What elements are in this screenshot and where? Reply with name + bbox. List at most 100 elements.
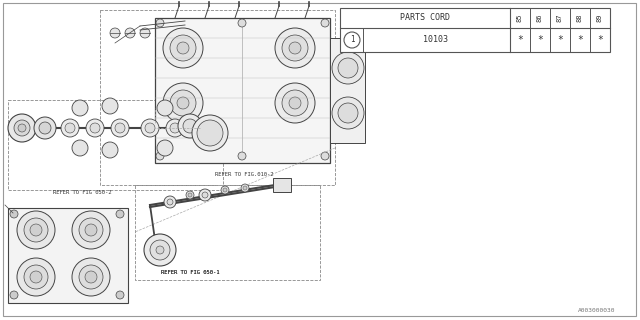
Circle shape xyxy=(17,211,55,249)
Circle shape xyxy=(321,152,329,160)
Circle shape xyxy=(191,119,209,137)
Circle shape xyxy=(289,42,301,54)
Circle shape xyxy=(150,240,170,260)
Circle shape xyxy=(10,210,18,218)
Circle shape xyxy=(282,90,308,116)
Circle shape xyxy=(344,32,360,48)
Bar xyxy=(8,100,223,190)
Circle shape xyxy=(72,100,88,116)
Circle shape xyxy=(166,119,184,137)
Circle shape xyxy=(61,119,79,137)
Circle shape xyxy=(18,124,26,132)
Circle shape xyxy=(282,35,308,61)
Circle shape xyxy=(102,142,118,158)
Text: *: * xyxy=(557,35,563,45)
Text: REFER TO FIG 050-2: REFER TO FIG 050-2 xyxy=(52,189,111,195)
Circle shape xyxy=(85,271,97,283)
Text: PARTS CORD: PARTS CORD xyxy=(400,13,450,22)
Circle shape xyxy=(79,265,103,289)
Text: 87: 87 xyxy=(557,14,563,22)
Text: *: * xyxy=(537,35,543,45)
Circle shape xyxy=(221,186,229,194)
Circle shape xyxy=(241,184,249,192)
Circle shape xyxy=(192,115,228,151)
Circle shape xyxy=(111,119,129,137)
Circle shape xyxy=(321,19,329,27)
Circle shape xyxy=(170,90,196,116)
Text: 85: 85 xyxy=(517,14,523,22)
Circle shape xyxy=(79,218,103,242)
Circle shape xyxy=(10,291,18,299)
Circle shape xyxy=(178,114,202,138)
Circle shape xyxy=(188,193,192,197)
Circle shape xyxy=(140,28,150,38)
Circle shape xyxy=(24,265,48,289)
Text: 1: 1 xyxy=(349,36,355,44)
Circle shape xyxy=(102,98,118,114)
Circle shape xyxy=(30,224,42,236)
Circle shape xyxy=(14,120,30,136)
Circle shape xyxy=(163,83,203,123)
Text: REFER TO FIG 050-1: REFER TO FIG 050-1 xyxy=(161,269,220,275)
Text: 86: 86 xyxy=(537,14,543,22)
Text: *: * xyxy=(517,35,523,45)
Circle shape xyxy=(223,188,227,192)
Text: 10103: 10103 xyxy=(424,36,449,44)
Circle shape xyxy=(156,19,164,27)
Circle shape xyxy=(156,246,164,254)
Circle shape xyxy=(332,97,364,129)
Bar xyxy=(100,10,335,185)
Circle shape xyxy=(197,120,223,146)
Text: A003000030: A003000030 xyxy=(577,308,615,313)
Text: 88: 88 xyxy=(577,14,583,22)
Bar xyxy=(135,185,320,280)
Circle shape xyxy=(177,97,189,109)
Circle shape xyxy=(110,28,120,38)
Circle shape xyxy=(34,117,56,139)
Circle shape xyxy=(289,97,301,109)
Circle shape xyxy=(30,271,42,283)
Circle shape xyxy=(85,224,97,236)
Circle shape xyxy=(170,35,196,61)
Text: *: * xyxy=(577,35,583,45)
Circle shape xyxy=(338,103,358,123)
Circle shape xyxy=(164,196,176,208)
Text: *: * xyxy=(597,35,603,45)
Bar xyxy=(340,8,610,52)
Bar xyxy=(330,38,365,143)
Text: 89: 89 xyxy=(597,14,603,22)
Circle shape xyxy=(195,123,205,133)
Circle shape xyxy=(243,186,247,190)
Circle shape xyxy=(275,83,315,123)
Circle shape xyxy=(177,42,189,54)
Circle shape xyxy=(24,218,48,242)
Circle shape xyxy=(199,189,211,201)
Circle shape xyxy=(238,152,246,160)
Circle shape xyxy=(17,258,55,296)
Circle shape xyxy=(186,191,194,199)
Circle shape xyxy=(183,119,197,133)
Circle shape xyxy=(39,122,51,134)
Circle shape xyxy=(157,100,173,116)
Circle shape xyxy=(115,123,125,133)
Circle shape xyxy=(167,199,173,205)
Text: REFER TO FIG.010-2: REFER TO FIG.010-2 xyxy=(215,172,273,178)
Circle shape xyxy=(145,123,155,133)
Circle shape xyxy=(8,114,36,142)
Circle shape xyxy=(86,119,104,137)
Circle shape xyxy=(202,192,208,198)
Circle shape xyxy=(332,52,364,84)
Circle shape xyxy=(116,291,124,299)
Circle shape xyxy=(338,58,358,78)
Circle shape xyxy=(65,123,75,133)
Circle shape xyxy=(141,119,159,137)
Circle shape xyxy=(72,211,110,249)
Circle shape xyxy=(163,28,203,68)
Circle shape xyxy=(275,28,315,68)
Circle shape xyxy=(144,234,176,266)
Bar xyxy=(155,18,330,163)
Circle shape xyxy=(125,28,135,38)
Bar xyxy=(273,178,291,192)
Text: REFER TO FIG 050-1: REFER TO FIG 050-1 xyxy=(161,269,220,275)
Circle shape xyxy=(157,140,173,156)
